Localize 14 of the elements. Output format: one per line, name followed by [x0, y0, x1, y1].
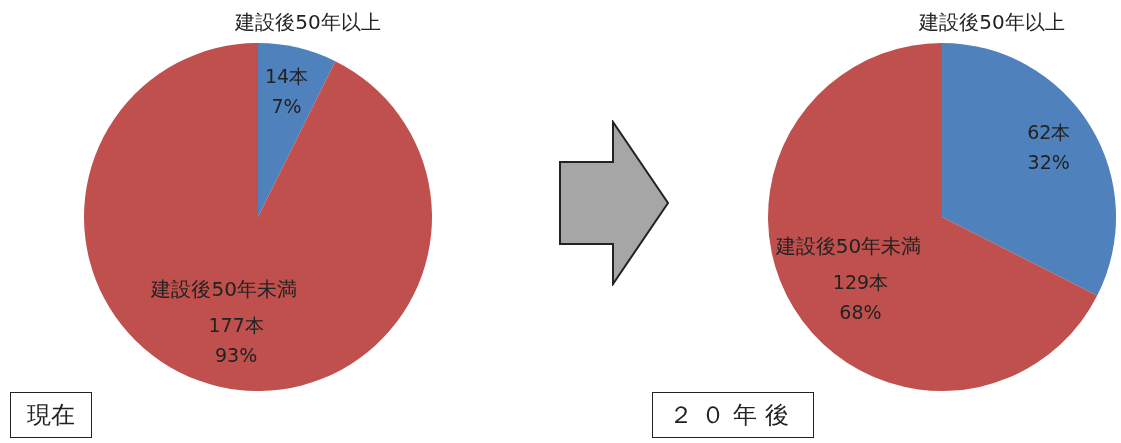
pie-slice — [258, 43, 336, 217]
text: ２０年後 — [652, 392, 814, 438]
data-label: 62本 32% — [1027, 121, 1071, 174]
data-label: 129本 68% — [832, 271, 889, 324]
data-label: 177本 93% — [208, 314, 264, 367]
slice-label: 建設後50年未満 — [774, 234, 922, 259]
pie-slice — [84, 43, 432, 391]
pie-slice — [942, 43, 1116, 296]
slice-label: 建設後50年以上 — [918, 10, 1065, 34]
text: 現在 — [10, 392, 92, 438]
slice-label: 建設後50年以上 — [234, 10, 381, 34]
data-label: 14本 7% — [265, 65, 309, 118]
pie-slice — [768, 43, 1098, 391]
slice-label: 建設後50年未満 — [150, 277, 297, 302]
